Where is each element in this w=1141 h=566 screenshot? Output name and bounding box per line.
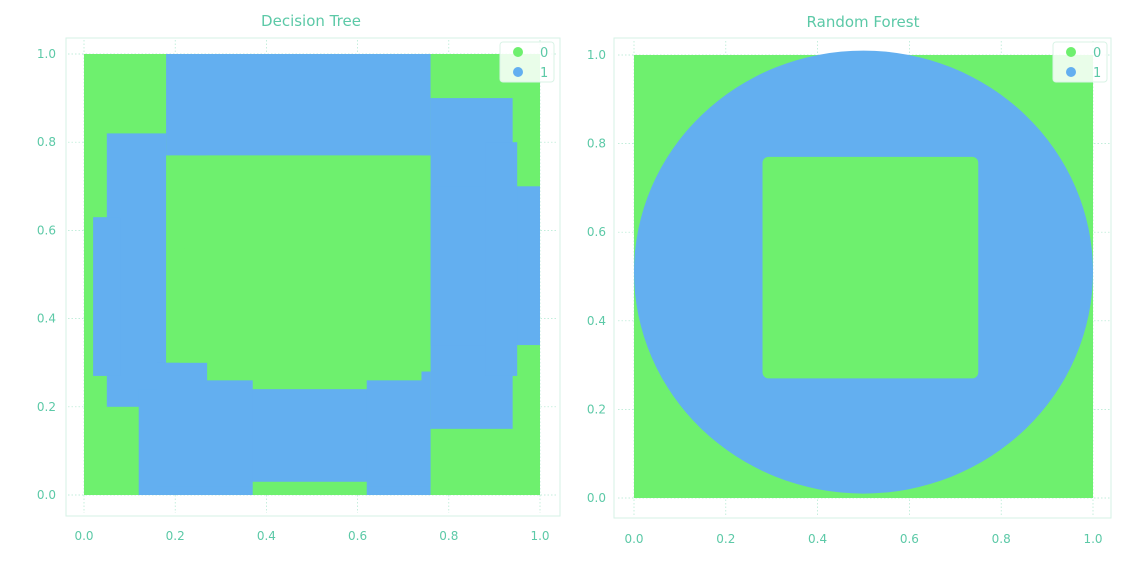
random-forest-legend: 0 1: [1052, 41, 1108, 83]
decision-tree-legend: 0 1: [499, 41, 555, 83]
x-tick-label: 0.8: [439, 529, 458, 543]
x-tick-label: 1.0: [530, 529, 549, 543]
class-0-region: [170, 155, 185, 337]
class-1-region: [166, 54, 431, 156]
class-0-region: [207, 155, 422, 381]
y-tick-label: 0.8: [587, 137, 606, 151]
y-tick-label: 0.0: [37, 488, 56, 502]
legend-label-0: 0: [540, 46, 548, 61]
x-tick-label: 0.2: [166, 529, 185, 543]
x-tick-label: 0.6: [348, 529, 367, 543]
legend-marker-0: [1066, 47, 1076, 57]
decision-tree-title: Decision Tree: [261, 12, 361, 30]
legend-label-0: 0: [1093, 46, 1101, 61]
random-forest-plot: 0.0 0.2 0.4 0.6 0.8 1.0 0.0 0.2 0.4 0.6 0.8 1.0 Ran…: [587, 13, 1112, 546]
x-tick-label: 0.0: [624, 532, 643, 546]
y-tick-label: 0.0: [587, 491, 606, 505]
random-forest-title: Random Forest: [807, 13, 920, 31]
y-tick-label: 0.6: [587, 225, 606, 239]
decision-tree-axes-frame: [65, 37, 561, 517]
x-tick-label: 0.8: [992, 532, 1011, 546]
class-0-inner-square: [762, 156, 979, 379]
y-tick-label: 0.8: [37, 135, 56, 149]
legend-marker-1: [1066, 67, 1076, 77]
class-1-region: [485, 142, 518, 376]
legend-marker-0: [513, 47, 523, 57]
y-tick-label: 0.2: [587, 402, 606, 416]
x-tick-label: 0.4: [808, 532, 827, 546]
random-forest-ticks: 0.0 0.2 0.4 0.6 0.8 1.0 0.0 0.2 0.4 0.6 0.8 1.0: [587, 48, 1103, 546]
x-tick-label: 0.0: [74, 529, 93, 543]
legend-label-1: 1: [1093, 66, 1101, 81]
decision-tree-plot: 0.0 0.2 0.4 0.6 0.8 1.0 0.0 0.2 0.4 0.6 0.8 1.0 Dec…: [37, 12, 561, 543]
class-1-region: [156, 362, 253, 487]
y-tick-label: 0.6: [37, 223, 56, 237]
legend-label-1: 1: [540, 66, 548, 81]
y-tick-label: 0.2: [37, 400, 56, 414]
class-1-region: [366, 371, 431, 487]
legend-marker-1: [513, 67, 523, 77]
decision-tree-ticks: 0.0 0.2 0.4 0.6 0.8 1.0 0.0 0.2 0.4 0.6 0.8 1.0: [37, 47, 550, 543]
random-forest-regions: [634, 50, 1093, 498]
y-tick-label: 0.4: [587, 314, 606, 328]
class-0-region: [252, 481, 367, 495]
y-tick-label: 1.0: [587, 48, 606, 62]
y-tick-label: 1.0: [37, 47, 56, 61]
random-forest-axes-frame: [613, 37, 1112, 519]
x-tick-label: 0.4: [257, 529, 276, 543]
class-1-region: [93, 217, 121, 376]
decision-tree-regions: [84, 54, 540, 495]
x-tick-label: 0.2: [716, 532, 735, 546]
y-tick-label: 0.4: [37, 312, 56, 326]
x-tick-label: 1.0: [1083, 532, 1102, 546]
x-tick-label: 0.6: [900, 532, 919, 546]
